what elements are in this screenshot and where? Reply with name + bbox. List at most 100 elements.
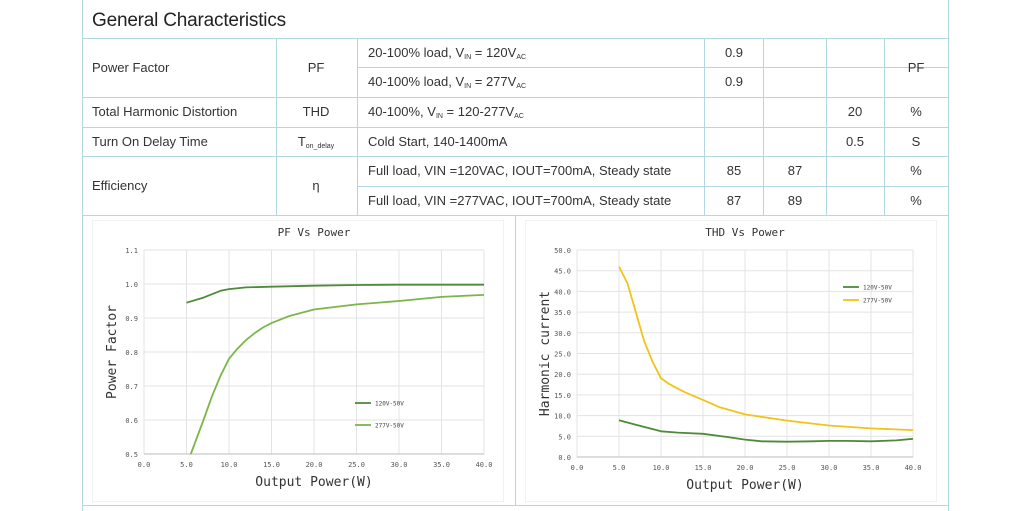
symbol-subscript: on_delay — [305, 142, 335, 150]
x-tick-label: 35.0 — [863, 464, 880, 472]
x-tick-label: 40.0 — [905, 464, 922, 472]
x-tick-label: 35.0 — [433, 461, 450, 469]
col-divider — [357, 38, 358, 215]
condition-sub2: AC — [516, 83, 527, 90]
thd-vs-power-chart: THD Vs Power 0.0 5.0 10.0 15.0 20.0 25.0 30.0 35… — [525, 220, 937, 502]
param-name: Turn On Delay Time — [92, 133, 208, 149]
y-tick-label: 45.0 — [554, 268, 571, 276]
condition-pre: 40-100%, V — [368, 104, 436, 119]
value-min: 85 — [726, 163, 742, 178]
y-tick-label: 0.5 — [125, 451, 138, 459]
y-tick-label: 5.0 — [558, 433, 571, 441]
legend-label: 277V-50V — [375, 423, 404, 430]
chart-title: PF Vs Power — [278, 226, 351, 239]
condition-cell: Full load, VIN =277VAC, IOUT=700mA, Stea… — [368, 193, 671, 208]
condition-pre: Full load, VIN =120VAC, IOUT=700mA, Stea… — [368, 163, 672, 178]
value-max: 0.5 — [845, 133, 865, 149]
value-min: 87 — [726, 192, 742, 208]
condition-cell: 20-100% load, VIN = 120VAC — [368, 45, 526, 61]
col-divider — [826, 38, 827, 215]
condition-cell: 40-100% load, VIN = 277VAC — [368, 74, 526, 90]
param-name: Total Harmonic Distortion — [92, 104, 238, 119]
chart-background — [525, 220, 937, 502]
unit-cell: S — [911, 133, 921, 149]
legend-label: 120V-50V — [863, 285, 892, 292]
unit-cell: % — [910, 192, 922, 208]
y-tick-label: 10.0 — [554, 413, 571, 421]
series-line-1 — [618, 419, 914, 443]
value-max: 20 — [847, 104, 863, 119]
value-typ: 87 — [787, 163, 803, 178]
condition-sub: IN — [464, 83, 472, 90]
condition-sub: IN — [464, 53, 472, 61]
condition-pre: Full load, VIN =277VAC, IOUT=700mA, Stea… — [368, 192, 672, 208]
x-tick-label: 10.0 — [653, 464, 670, 472]
series-line-2 — [189, 294, 485, 455]
x-tick-label: 25.0 — [779, 464, 796, 472]
x-tick-label: 30.0 — [391, 461, 408, 469]
col-divider — [884, 38, 885, 215]
condition-cell: 40-100%, VIN = 120-277VAC — [368, 104, 524, 120]
x-tick-label: 5.0 — [180, 461, 193, 469]
y-tick-label: 1.0 — [125, 281, 138, 289]
y-axis-label: Power Factor — [105, 305, 120, 399]
param-name: Power Factor — [92, 59, 170, 75]
col-divider — [276, 38, 277, 215]
y-tick-label: 50.0 — [554, 247, 571, 255]
x-axis-label: Output Power(W) — [686, 478, 803, 493]
value-typ: 89 — [787, 192, 803, 208]
subrow-divider — [357, 186, 949, 187]
series-line-2 — [618, 266, 914, 431]
condition-sub: IN — [435, 113, 443, 120]
y-tick-label: 0.7 — [125, 383, 138, 391]
param-symbol: η — [312, 177, 320, 193]
condition-mid: = 277V — [471, 74, 517, 89]
series-line-1 — [186, 283, 484, 304]
x-tick-label: 10.0 — [221, 461, 238, 469]
x-tick-label: 5.0 — [613, 464, 626, 472]
y-tick-label: 25.0 — [554, 351, 571, 359]
condition-cell: Full load, VIN =120VAC, IOUT=700mA, Stea… — [368, 163, 671, 178]
x-axis-label: Output Power(W) — [255, 475, 372, 490]
x-tick-label: 25.0 — [348, 461, 365, 469]
x-tick-label: 30.0 — [821, 464, 838, 472]
x-tick-label: 0.0 — [138, 461, 151, 469]
x-tick-label: 0.0 — [571, 464, 584, 472]
legend-label: 277V-50V — [863, 298, 892, 305]
table-row-divider — [82, 97, 949, 98]
param-name: Efficiency — [92, 177, 148, 193]
chart-background — [92, 220, 504, 502]
col-divider — [763, 38, 764, 215]
x-tick-label: 15.0 — [695, 464, 712, 472]
condition-sub2: AC — [516, 53, 527, 61]
y-tick-label: 0.0 — [558, 454, 571, 462]
condition-pre: 20-100% load, V — [368, 44, 465, 60]
section-title: General Characteristics — [92, 10, 286, 31]
value-min: 0.9 — [724, 74, 744, 89]
unit-cell: % — [910, 104, 922, 119]
document-frame — [82, 0, 949, 511]
table-border-top — [82, 38, 949, 39]
chart-divider — [515, 215, 516, 505]
unit-cell: % — [910, 163, 922, 178]
subrow-divider — [357, 67, 949, 68]
y-tick-label: 0.8 — [125, 349, 138, 357]
bottom-divider — [82, 505, 949, 506]
condition-sub2: AC — [514, 113, 524, 120]
pf-vs-power-chart: PF Vs Power 0.0 5.0 10.0 15.0 20.0 25.0 30.0 35.… — [92, 220, 504, 502]
unit-cell: PF — [907, 59, 925, 75]
param-symbol: PF — [307, 59, 325, 75]
x-tick-label: 40.0 — [476, 461, 493, 469]
condition-cell: Cold Start, 140-1400mA — [368, 134, 507, 149]
y-tick-label: 30.0 — [554, 330, 571, 338]
x-tick-label: 20.0 — [737, 464, 754, 472]
legend-label: 120V-50V — [375, 401, 404, 408]
condition-pre: 40-100% load, V — [368, 74, 465, 89]
y-tick-label: 0.9 — [125, 315, 138, 323]
y-axis-label: Harmonic current — [538, 291, 553, 416]
condition-pre: Cold Start, 140-1400mA — [368, 133, 508, 149]
param-symbol: THD — [302, 104, 330, 119]
param-symbol: Ton_delay — [297, 133, 335, 150]
chart-title: THD Vs Power — [705, 226, 785, 239]
condition-mid: = 120-277V — [442, 104, 515, 119]
